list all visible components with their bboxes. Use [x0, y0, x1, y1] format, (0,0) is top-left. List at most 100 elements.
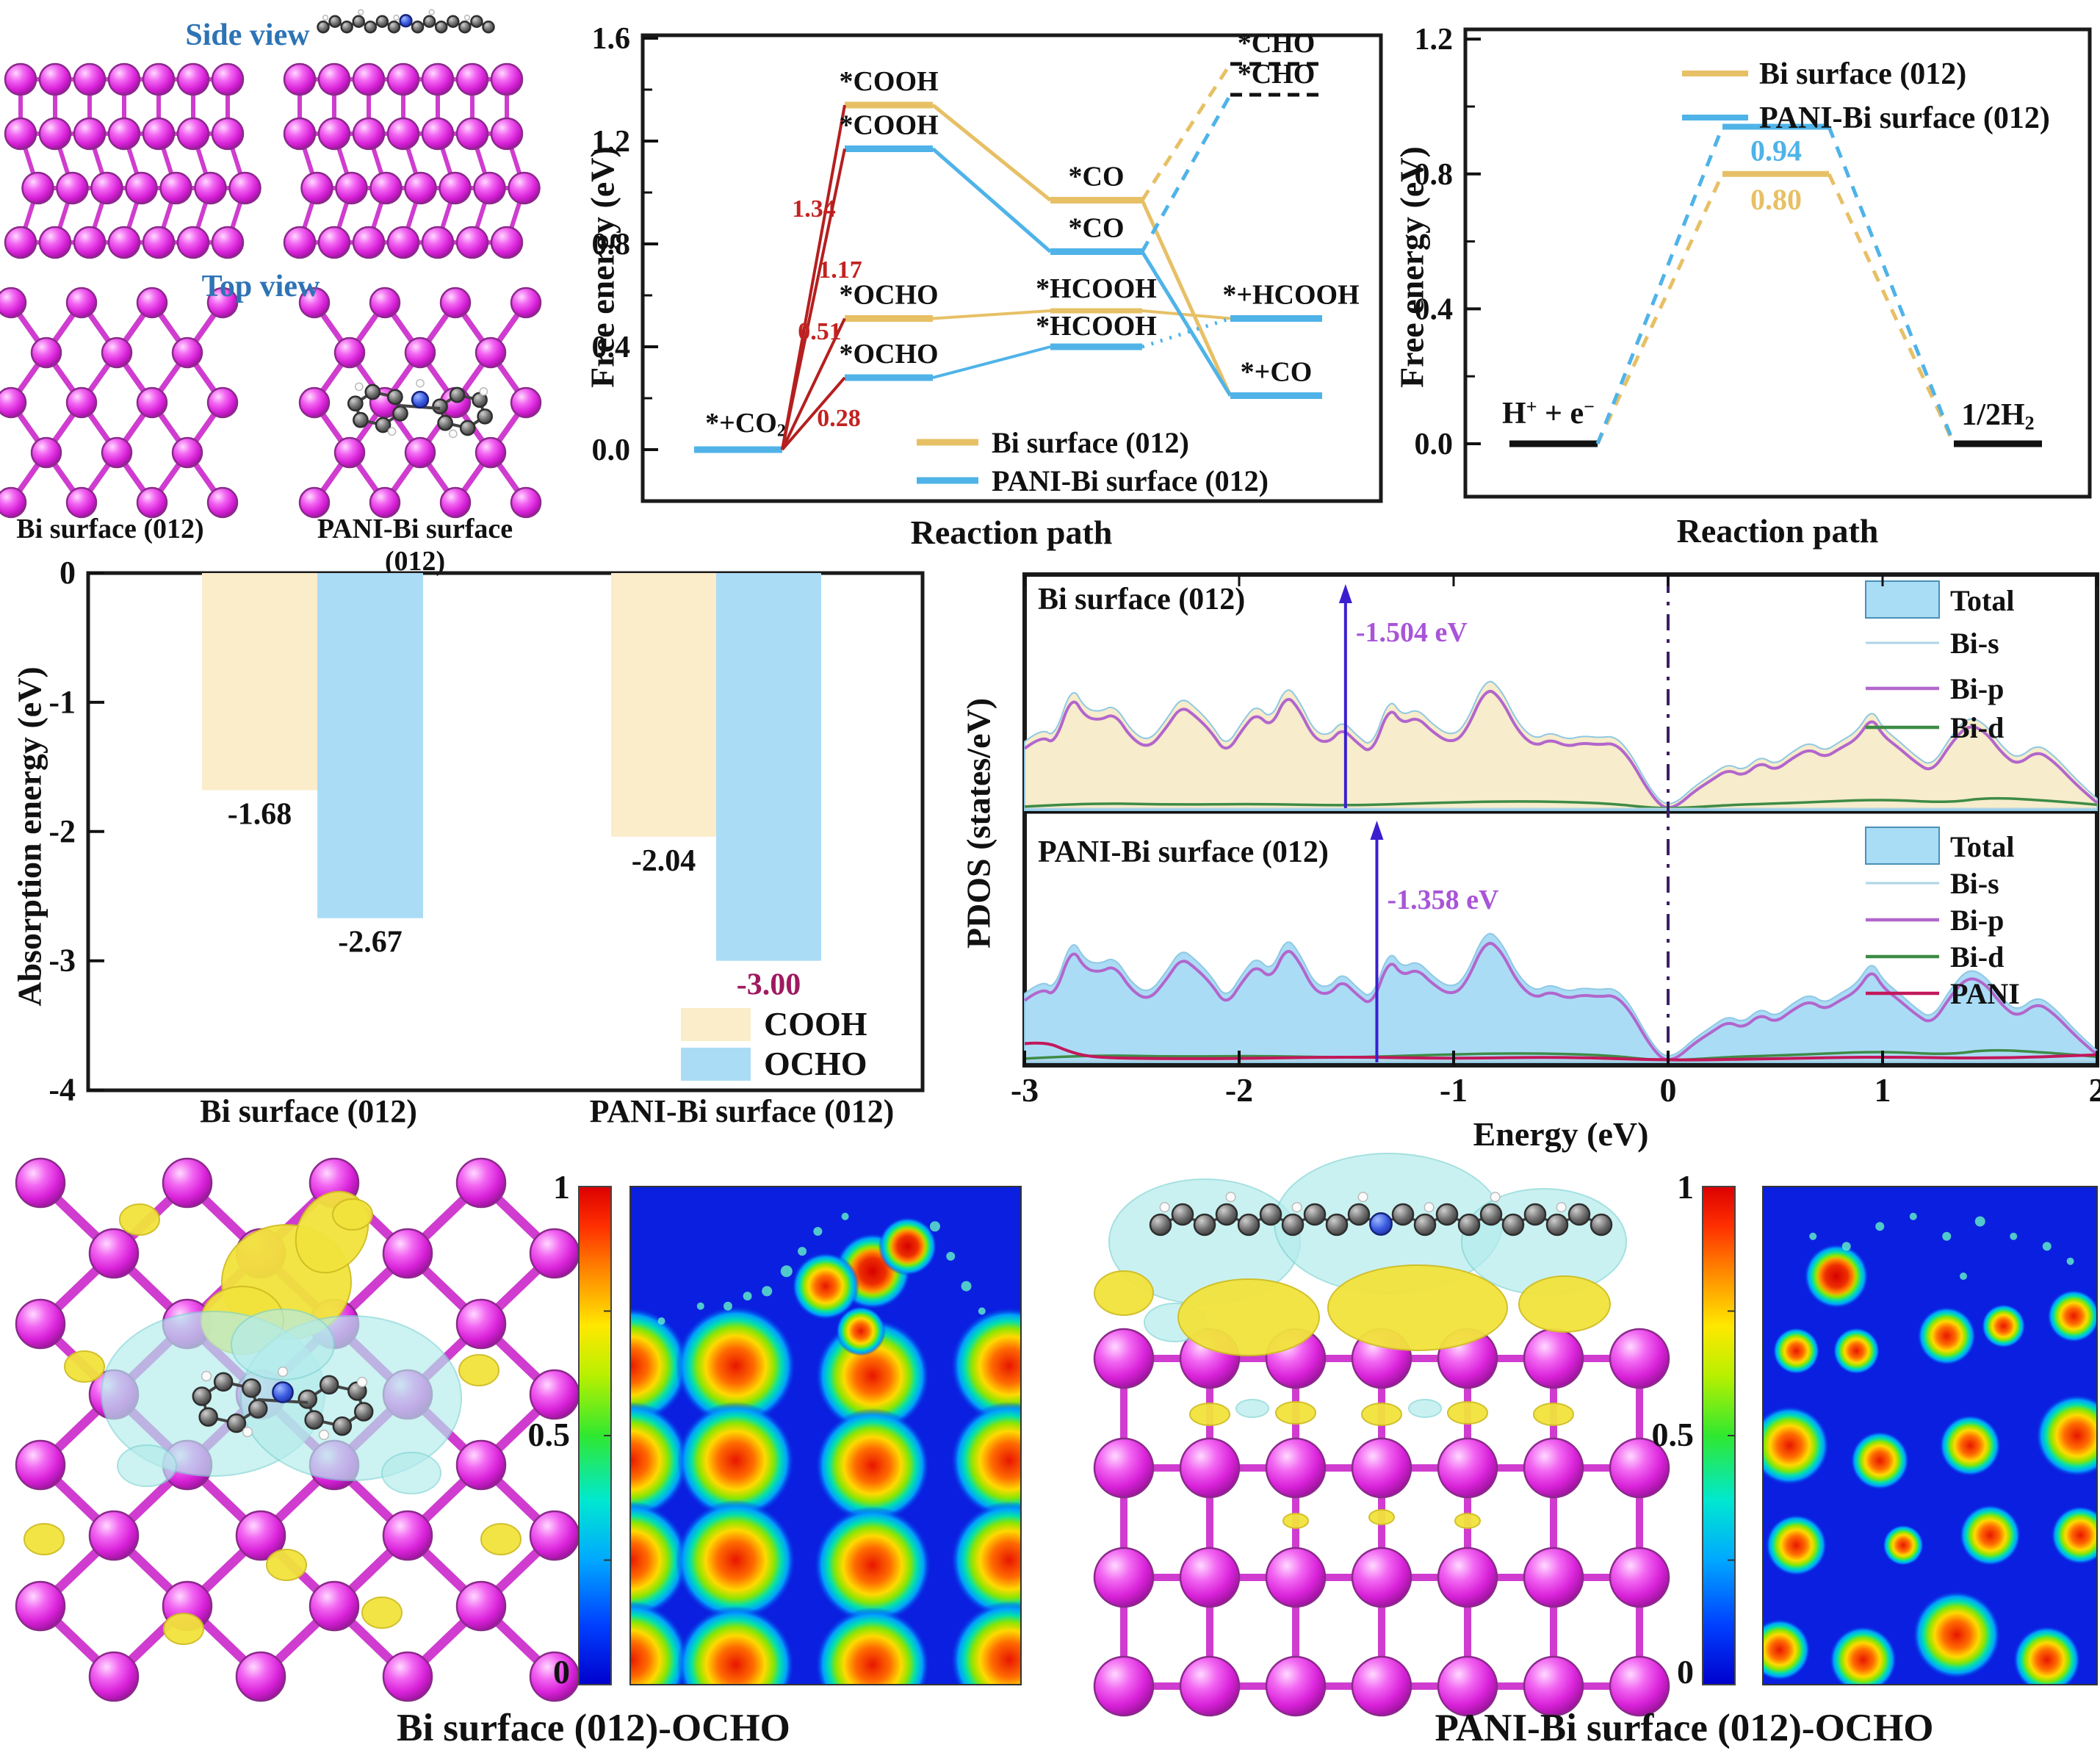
label-cho-bi: *CHO	[1238, 28, 1316, 59]
h-atom	[393, 14, 400, 21]
heatmap-blob	[1939, 1414, 2002, 1477]
charge-density-bi-canvas: 10.50	[15, 1157, 1022, 1702]
plot-frame	[1022, 572, 2099, 1068]
heatmap-speckle	[696, 1302, 704, 1310]
pdos-bi-d-line	[1024, 796, 2098, 810]
connector	[1140, 199, 1233, 397]
panel-absorption-chart: 0 -1 -2 -3 -4 -1.68 -2.67 Bi surface (012) -2.04…	[0, 547, 962, 1150]
legend-label-pani: PANI-Bi surface (012)	[992, 464, 1269, 497]
pdos-panel-title: PANI-Bi surface (012)	[1038, 835, 1329, 869]
bi-atom	[4, 226, 37, 259]
bi-atom	[136, 386, 168, 419]
bi-atom	[38, 117, 72, 151]
isosurface-yellow	[1275, 1401, 1316, 1425]
isosurface-yellow	[119, 1203, 160, 1236]
legend-label-bi: Bi surface (012)	[992, 426, 1189, 459]
activation-line	[781, 104, 846, 450]
c-atom	[304, 1410, 324, 1430]
bi-atom	[73, 226, 107, 259]
legend-label-bi-s: Bi-s	[1950, 627, 1999, 660]
pani-side-top	[317, 9, 495, 34]
h-atom	[242, 1426, 253, 1438]
heatmap-blob	[2035, 1394, 2097, 1477]
c-atom	[198, 1407, 218, 1427]
bi-atom	[283, 117, 317, 151]
isosurface-yellow	[361, 1597, 403, 1629]
x-tick-label: -3	[1011, 1071, 1039, 1109]
y-tick-label: 0	[59, 555, 76, 591]
label-h-plus: H+ + e−	[1502, 396, 1595, 431]
bi-atom	[439, 171, 472, 205]
isosurface-cyan	[117, 1444, 177, 1487]
label-final-co: *+CO	[1241, 357, 1313, 388]
heatmap-blob	[1883, 1525, 1924, 1566]
label-hcooh-bi: *HCOOH	[1036, 273, 1157, 304]
connector	[1140, 251, 1233, 397]
bi-atom	[15, 1580, 66, 1632]
bi-atom	[1351, 1437, 1412, 1499]
isosurface-yellow	[1368, 1509, 1395, 1525]
panel-pdos: -1.504 eV Bi surface (012) Total Bi-s Bi-p Bi…	[960, 547, 2100, 1153]
bi-atom	[65, 386, 98, 419]
c-atom	[347, 395, 364, 412]
isosurface-yellow	[24, 1523, 65, 1555]
heatmap-speckle	[946, 1251, 956, 1261]
heatmap-blob	[950, 1401, 1021, 1519]
c-atom	[1479, 1203, 1503, 1226]
bi-atom	[455, 1157, 507, 1209]
heatmap-blob	[675, 1306, 796, 1427]
pdos-xlabel: Energy (eV)	[1473, 1115, 1649, 1153]
bi-atom	[386, 226, 420, 259]
bi-atom	[1351, 1655, 1412, 1717]
legend-swatch-cooh	[681, 1008, 751, 1041]
bi-atom	[142, 117, 176, 151]
c-atom	[340, 21, 353, 34]
isosurface-yellow	[1177, 1278, 1320, 1356]
label-h2: 1/2H2	[1961, 398, 2034, 433]
activation-line	[781, 376, 846, 451]
isosurface-yellow	[1447, 1401, 1488, 1425]
isosurface-yellow	[1518, 1275, 1611, 1333]
c-atom	[319, 1375, 339, 1395]
pani-molecule-side	[1149, 1192, 1613, 1237]
bi-atom	[176, 226, 210, 259]
bi-atom	[1093, 1328, 1155, 1389]
bi-atom	[21, 171, 54, 205]
bi-atom	[439, 287, 472, 319]
cdr-heat-group	[1763, 1187, 2097, 1685]
cdr-colorbar-tick: 0.5	[1652, 1416, 1695, 1453]
fermi-shift-value: -1.358 eV	[1387, 885, 1499, 915]
x-tick-label: -1	[1440, 1071, 1468, 1109]
c-atom	[387, 389, 403, 406]
bi-atom	[88, 1651, 140, 1702]
bi-atom	[15, 1439, 66, 1491]
heatmap-speckle	[724, 1301, 732, 1311]
c-atom	[422, 15, 436, 28]
bi-atom	[1265, 1547, 1327, 1608]
h-atom	[277, 1366, 289, 1378]
heatmap-blob	[1917, 1306, 1977, 1366]
bi-atom	[101, 336, 133, 369]
cdl-heat-group	[630, 1187, 1021, 1685]
bi-atom	[1523, 1547, 1584, 1608]
bi-atom	[136, 486, 168, 519]
panel-co2rr-diagram: 0.0 0.4 0.8 1.2 1.6 *+CO2 1.34 1.17 0.51 0.28 *COO…	[580, 0, 1388, 551]
h-atom	[318, 1429, 330, 1441]
c-atom	[1281, 1213, 1305, 1237]
label-co-pani: *CO	[1069, 213, 1125, 244]
connector-bi	[1595, 173, 1725, 445]
heatmap-speckle	[978, 1307, 986, 1315]
c-atom	[470, 15, 483, 28]
bi-atom	[38, 226, 72, 259]
n-atom	[399, 14, 413, 28]
structure-caption-pani-bi: PANI-Bi surface (012)	[317, 514, 513, 577]
bi-atom	[176, 117, 210, 151]
activation-value: 0.28	[817, 405, 861, 432]
heatmap-hotspot	[1816, 1256, 1857, 1297]
legend-label-pani: PANI	[1950, 977, 2020, 1010]
panel-charge-density-bi: 1 0.5 0 Bi surface (012)-OCHO	[0, 1150, 1050, 1753]
c-atom	[447, 15, 460, 28]
heatmap-speckle	[762, 1286, 773, 1297]
absorption-ylabel: Absorption energy (eV)	[10, 666, 48, 1007]
heatmap-blob	[630, 1307, 689, 1425]
